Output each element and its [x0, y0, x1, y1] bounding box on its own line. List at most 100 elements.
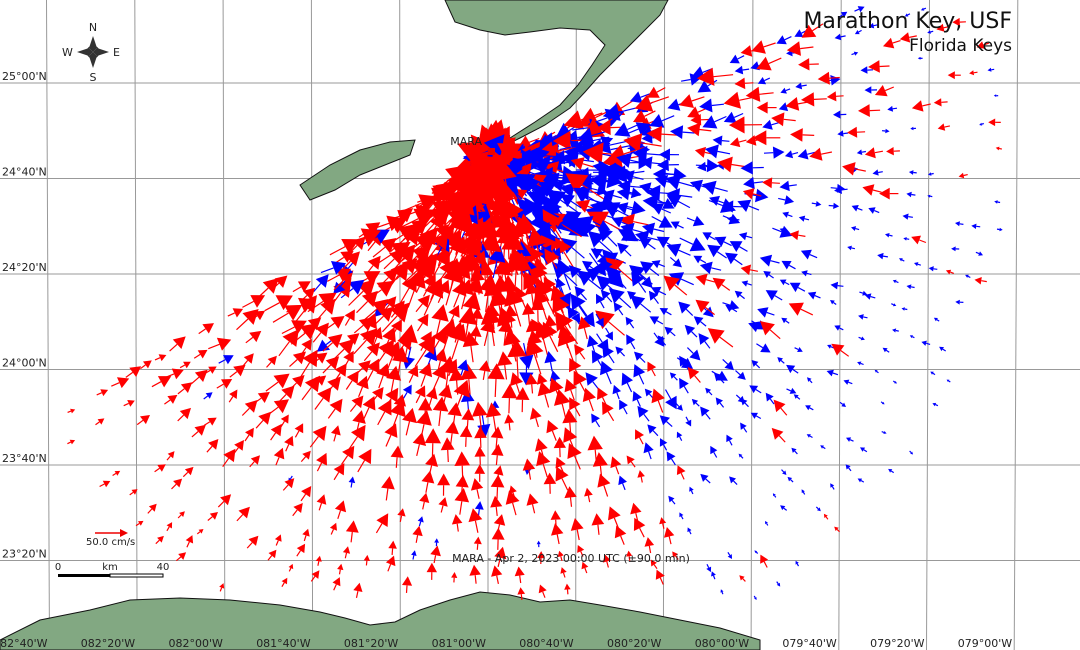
current-vector-shaft [796, 396, 801, 400]
current-vector-shaft [266, 361, 272, 368]
current-vector-shaft [355, 590, 359, 599]
current-vector-head [180, 382, 193, 393]
current-vector-shaft [863, 316, 868, 319]
current-vector-head [639, 237, 652, 249]
current-vector-shaft [809, 379, 813, 384]
current-vector-shaft [363, 407, 370, 419]
current-vector-head [888, 468, 893, 473]
current-vector-shaft [385, 434, 392, 447]
current-vector-shaft [804, 218, 810, 221]
current-vector-head [525, 373, 538, 385]
current-vector-head [827, 344, 832, 349]
current-vector-head [692, 215, 705, 227]
current-vector-head [830, 281, 839, 290]
current-vector-shaft [998, 147, 1003, 150]
current-vector-shaft [829, 76, 840, 79]
current-vector-head [157, 535, 164, 543]
current-vector-head [886, 147, 894, 156]
current-vector-shaft [578, 304, 588, 317]
current-vector-shaft [408, 374, 414, 383]
current-vector-head [546, 420, 559, 434]
current-vector-shaft [930, 30, 934, 33]
current-vector-shaft [147, 508, 153, 514]
current-vector-shaft [474, 575, 477, 584]
current-vector-shaft [112, 472, 117, 477]
current-vector-shaft [719, 402, 725, 408]
current-vector-shaft [784, 230, 790, 233]
current-vector-head [951, 246, 956, 252]
current-vector-shaft [788, 184, 797, 187]
current-vector-head [573, 370, 587, 387]
current-vector-shaft [656, 87, 666, 93]
current-vector-head [701, 180, 717, 195]
current-vector-shaft [744, 82, 754, 84]
current-vector-shaft [579, 352, 586, 360]
current-vector-shaft [633, 221, 649, 226]
current-vector-head [588, 231, 606, 248]
current-vector-shaft [563, 251, 574, 268]
current-vector-shaft [402, 391, 408, 399]
current-vector-head [367, 255, 381, 270]
current-vector-shaft [711, 267, 722, 271]
current-vector-shaft [599, 301, 605, 309]
current-vector-head [787, 476, 793, 482]
current-vector-head [560, 567, 567, 574]
current-vector-head [423, 273, 436, 289]
current-vector-shaft [669, 256, 676, 263]
current-vector-head [385, 555, 396, 567]
current-vector-shaft [562, 572, 566, 578]
current-vector-head [431, 187, 450, 205]
current-vector-shaft [708, 391, 713, 396]
current-vector-head [602, 202, 621, 218]
current-vector-head [157, 464, 166, 472]
current-vector-head [772, 146, 785, 159]
current-vector-head [344, 309, 355, 322]
current-vector-shaft [638, 437, 644, 445]
current-vector-head [461, 408, 475, 421]
current-vector-shaft [704, 306, 715, 316]
current-vector-head [440, 437, 455, 451]
current-vector-shaft [658, 263, 666, 268]
current-vector-head [794, 29, 804, 37]
current-vector-head [363, 271, 381, 286]
current-vector-shaft [140, 364, 146, 370]
current-vector-shaft [350, 531, 353, 543]
current-vector-head [591, 413, 600, 424]
current-vector-shaft [666, 421, 673, 428]
current-vector-head [748, 321, 760, 333]
current-vector-head [790, 128, 803, 142]
current-vector-head [573, 187, 591, 204]
current-vector-shaft [415, 394, 421, 404]
cuba [0, 591, 761, 650]
current-vector-shaft [753, 181, 764, 184]
current-vector-head [585, 372, 598, 386]
current-vector-shaft [281, 326, 295, 335]
current-vector-shaft [778, 435, 786, 443]
current-vector-shaft [560, 556, 563, 561]
current-vector-head [343, 350, 354, 363]
current-vector-shaft [349, 403, 357, 412]
current-vector-head [332, 577, 341, 587]
current-vector-head [721, 200, 734, 213]
current-vector-shaft [316, 462, 323, 472]
current-vector-shaft [691, 96, 705, 102]
current-vector-head [933, 317, 938, 322]
current-vector-head [664, 326, 674, 335]
current-vector-head [741, 280, 749, 287]
current-vector-head [245, 427, 254, 438]
current-vector-head [451, 514, 463, 525]
current-vector-shaft [193, 353, 201, 359]
current-vector-head [697, 161, 707, 172]
current-vector-head [687, 367, 700, 380]
current-vector-shaft [833, 302, 837, 305]
current-vector-head [851, 226, 857, 231]
current-vector-shaft [973, 71, 978, 74]
current-vector-head [565, 173, 589, 194]
current-vector-head [631, 272, 645, 287]
current-vector-head [445, 165, 468, 187]
current-vector-shaft [542, 463, 548, 478]
current-vector-head [712, 135, 723, 146]
current-vector-shaft [737, 55, 745, 60]
current-vector-shaft [756, 343, 764, 349]
current-vector-shaft [895, 280, 899, 284]
